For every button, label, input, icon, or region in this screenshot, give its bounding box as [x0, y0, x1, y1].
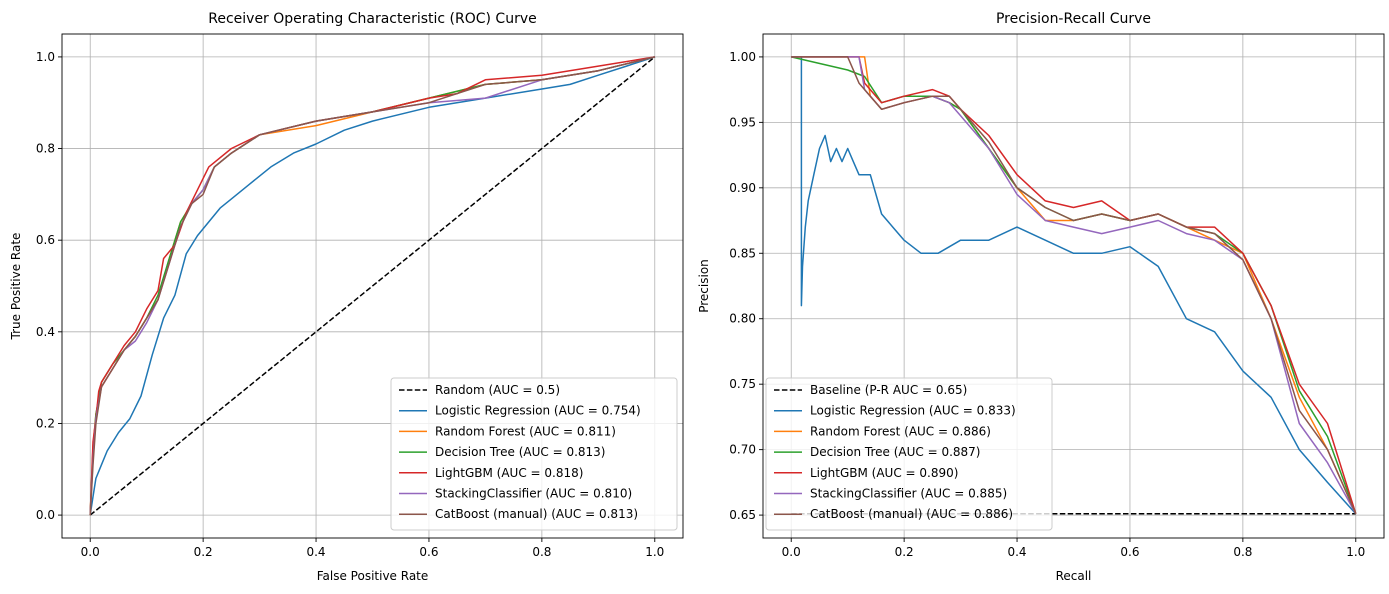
legend-entry-label: Logistic Regression (AUC = 0.833): [810, 404, 1016, 418]
y-tick-label: 0.95: [729, 115, 756, 129]
x-tick-label: 0.6: [419, 545, 438, 559]
chart-panel-2: 0.0 0.2 0.4 0.6 0.8 1.0 0.65 0.70 0.75 0.80 0.85 0.…: [697, 11, 1385, 583]
x-axis-label: Recall: [1056, 569, 1092, 583]
legend-box: [765, 377, 1053, 531]
legend: Baseline (P-R AUC = 0.65) Logistic Regres…: [765, 377, 1053, 531]
x-tick-label: 0.0: [81, 545, 100, 559]
x-tick-label: 0.8: [532, 545, 551, 559]
plot-frame: [762, 33, 1385, 539]
x-tick-label: 0.8: [1233, 545, 1252, 559]
y-tick-label: 0.65: [729, 508, 756, 522]
legend-entry-label: Random Forest (AUC = 0.886): [810, 424, 991, 438]
chart-title: Precision-Recall Curve: [996, 11, 1151, 27]
legend-box: [390, 377, 678, 531]
plot-frame: [61, 33, 684, 539]
x-tick-label: 0.2: [194, 545, 213, 559]
y-tick-label: 0.0: [36, 508, 55, 522]
series-line-5: [791, 56, 1357, 515]
legend-entry-label: StackingClassifier (AUC = 0.885): [810, 487, 1007, 501]
legend: Random (AUC = 0.5) Logistic Regression (A…: [390, 377, 678, 531]
x-tick-label: 0.6: [1120, 545, 1139, 559]
y-tick-label: 0.70: [729, 443, 756, 457]
legend-entry-label: CatBoost (manual) (AUC = 0.813): [435, 507, 638, 521]
y-axis-label: Precision: [697, 259, 711, 313]
y-tick-label: 1.00: [729, 50, 756, 64]
series-line-2: [89, 56, 656, 516]
legend-entry-label: Decision Tree (AUC = 0.887): [810, 445, 981, 459]
legend-entry-label: Random Forest (AUC = 0.811): [435, 424, 616, 438]
legend-entry-label: Baseline (P-R AUC = 0.65): [810, 383, 967, 397]
y-tick-label: 0.6: [36, 233, 55, 247]
x-tick-label: 0.4: [306, 545, 325, 559]
chart-title: Receiver Operating Characteristic (ROC) …: [208, 11, 537, 27]
y-axis-label: True Positive Rate: [9, 233, 23, 341]
x-tick-label: 1.0: [645, 545, 664, 559]
y-tick-label: 1.0: [36, 50, 55, 64]
y-tick-label: 0.75: [729, 377, 756, 391]
y-tick-label: 0.85: [729, 246, 756, 260]
legend-entry-label: CatBoost (manual) (AUC = 0.886): [810, 507, 1013, 521]
x-axis-label: False Positive Rate: [317, 569, 429, 583]
y-tick-label: 0.8: [36, 142, 55, 156]
legend-entry-label: LightGBM (AUC = 0.818): [435, 466, 583, 480]
chart-panel-1: 0.0 0.2 0.4 0.6 0.8 1.0 0.0 0.2 0.4 0.6 0.8 1.0 Rece…: [9, 11, 684, 583]
y-tick-label: 0.4: [36, 325, 55, 339]
series-group: [89, 56, 656, 516]
x-tick-label: 1.0: [1346, 545, 1365, 559]
series-line-1: [89, 56, 656, 516]
series-line-2: [791, 56, 1357, 515]
x-tick-label: 0.0: [782, 545, 801, 559]
legend-entry-label: Logistic Regression (AUC = 0.754): [435, 404, 641, 418]
legend-entry-label: Random (AUC = 0.5): [435, 383, 560, 397]
y-tick-label: 0.2: [36, 416, 55, 430]
x-tick-label: 0.4: [1007, 545, 1026, 559]
legend-entry-label: LightGBM (AUC = 0.890): [810, 466, 958, 480]
legend-entry-label: StackingClassifier (AUC = 0.810): [435, 487, 632, 501]
series-group: [791, 56, 1357, 515]
legend-entry-label: Decision Tree (AUC = 0.813): [435, 445, 606, 459]
x-tick-label: 0.2: [895, 545, 914, 559]
y-tick-label: 0.80: [729, 312, 756, 326]
y-tick-label: 0.90: [729, 181, 756, 195]
series-line-7: [89, 56, 655, 516]
series-line-7: [791, 56, 1357, 515]
